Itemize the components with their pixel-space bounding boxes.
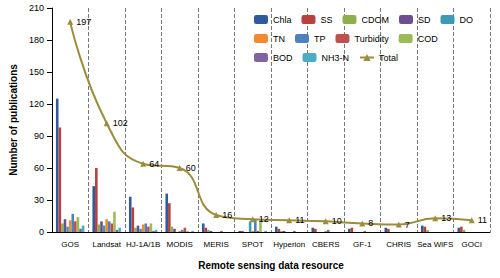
- svg-text:90: 90: [34, 131, 44, 141]
- svg-text:CBERS: CBERS: [312, 240, 340, 249]
- svg-text:Sea WiFS: Sea WiFS: [417, 240, 453, 249]
- svg-text:NH3-N: NH3-N: [321, 53, 349, 63]
- svg-text:HJ-1A/1B: HJ-1A/1B: [126, 240, 160, 249]
- svg-text:11: 11: [295, 215, 304, 225]
- svg-text:11: 11: [478, 215, 487, 225]
- svg-text:GF-1: GF-1: [353, 240, 372, 249]
- svg-text:SS: SS: [320, 15, 332, 25]
- svg-text:210: 210: [29, 3, 44, 13]
- svg-text:12: 12: [259, 214, 269, 224]
- svg-text:30: 30: [34, 195, 44, 205]
- svg-text:180: 180: [29, 35, 44, 45]
- svg-text:150: 150: [29, 67, 44, 77]
- svg-text:120: 120: [29, 99, 44, 109]
- svg-text:Turbidity: Turbidity: [354, 34, 389, 44]
- svg-text:64: 64: [149, 159, 159, 169]
- svg-text:Remote sensing data resource: Remote sensing data resource: [198, 260, 344, 271]
- svg-text:TN: TN: [273, 34, 285, 44]
- svg-text:Hyperion: Hyperion: [273, 240, 305, 249]
- svg-text:Total: Total: [379, 53, 398, 63]
- svg-text:BOD: BOD: [273, 53, 293, 63]
- svg-text:16: 16: [222, 210, 232, 220]
- svg-text:TP: TP: [314, 34, 326, 44]
- svg-text:102: 102: [113, 118, 128, 128]
- svg-text:60: 60: [34, 163, 44, 173]
- svg-text:13: 13: [441, 213, 451, 223]
- svg-text:MERIS: MERIS: [204, 240, 229, 249]
- svg-text:GOCI: GOCI: [462, 240, 482, 249]
- svg-text:0: 0: [39, 227, 44, 237]
- svg-text:MODIS: MODIS: [167, 240, 193, 249]
- svg-text:10: 10: [332, 216, 342, 226]
- svg-text:COD: COD: [418, 34, 439, 44]
- svg-text:SD: SD: [418, 15, 431, 25]
- svg-text:197: 197: [76, 17, 91, 27]
- svg-text:60: 60: [186, 163, 196, 173]
- svg-text:DO: DO: [460, 15, 474, 25]
- svg-text:8: 8: [368, 218, 373, 228]
- svg-text:Number of publications: Number of publications: [8, 64, 19, 176]
- svg-text:7: 7: [405, 220, 410, 230]
- svg-text:Chla: Chla: [273, 15, 292, 25]
- svg-text:CHRIS: CHRIS: [386, 240, 411, 249]
- svg-text:CDOM: CDOM: [362, 15, 390, 25]
- svg-text:GOS: GOS: [61, 240, 79, 249]
- svg-text:Landsat: Landsat: [92, 240, 121, 249]
- svg-text:SPOT: SPOT: [242, 240, 264, 249]
